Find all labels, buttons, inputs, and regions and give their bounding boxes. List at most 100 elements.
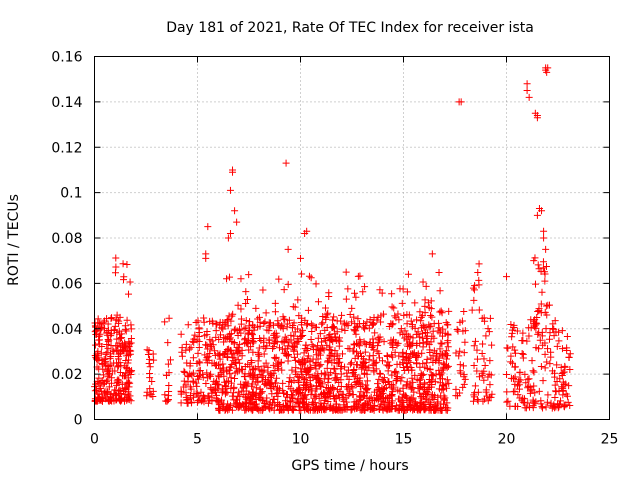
data-point	[507, 352, 515, 360]
data-point	[367, 405, 375, 413]
data-point	[295, 373, 303, 381]
data-point	[218, 396, 226, 404]
data-point	[455, 352, 463, 360]
data-point	[482, 386, 490, 394]
data-point	[242, 288, 250, 296]
data-point	[311, 399, 319, 407]
data-point	[206, 336, 214, 344]
data-point	[377, 318, 385, 326]
data-point	[203, 331, 211, 339]
data-point	[374, 313, 382, 321]
data-point	[247, 395, 255, 403]
data-point	[346, 360, 354, 368]
data-point	[557, 363, 565, 371]
data-point	[237, 315, 245, 323]
data-point	[365, 324, 373, 332]
data-point	[546, 329, 554, 337]
data-point	[190, 338, 198, 346]
data-point	[443, 384, 451, 392]
data-point	[98, 343, 106, 351]
data-point	[278, 366, 286, 374]
data-point	[266, 405, 274, 413]
data-point	[401, 327, 409, 335]
data-point	[278, 322, 286, 330]
data-point	[270, 354, 278, 362]
data-point	[215, 351, 223, 359]
data-point	[285, 377, 293, 385]
data-point	[442, 404, 450, 412]
data-point	[352, 293, 360, 301]
data-point	[248, 330, 256, 338]
data-point	[479, 340, 487, 348]
data-point	[427, 338, 435, 346]
data-point	[322, 304, 330, 312]
data-point	[186, 359, 194, 367]
data-point	[107, 379, 115, 387]
data-point	[445, 307, 453, 315]
data-point	[524, 384, 532, 392]
data-point	[341, 363, 349, 371]
data-point	[250, 323, 258, 331]
data-point	[315, 349, 323, 357]
data-point	[242, 317, 250, 325]
data-point	[478, 350, 486, 358]
y-tick-label: 0.16	[51, 50, 82, 66]
data-point	[311, 406, 319, 414]
data-point	[511, 387, 519, 395]
data-point	[542, 245, 550, 253]
data-point	[544, 301, 552, 309]
data-point	[376, 406, 384, 414]
data-point	[249, 339, 257, 347]
data-point	[203, 369, 211, 377]
data-point	[406, 402, 414, 410]
data-point	[288, 366, 296, 374]
data-point	[350, 373, 358, 381]
data-point	[523, 337, 531, 345]
data-point	[262, 309, 270, 317]
data-point	[227, 317, 235, 325]
data-point	[338, 325, 346, 333]
data-point	[311, 372, 319, 380]
data-point	[436, 404, 444, 412]
data-point	[121, 385, 129, 393]
data-point	[475, 373, 483, 381]
data-point	[326, 352, 334, 360]
data-point	[307, 390, 315, 398]
data-point	[104, 365, 112, 373]
data-point	[375, 405, 383, 413]
data-point	[280, 389, 288, 397]
data-point	[236, 340, 244, 348]
data-point	[275, 275, 283, 283]
data-point	[229, 389, 237, 397]
data-point	[146, 370, 154, 378]
data-point	[384, 362, 392, 370]
data-point	[314, 298, 322, 306]
data-point	[425, 404, 433, 412]
data-point	[344, 285, 352, 293]
data-point	[249, 401, 257, 409]
data-point	[218, 324, 226, 332]
data-point	[337, 365, 345, 373]
data-point	[371, 401, 379, 409]
data-point	[429, 327, 437, 335]
data-point	[113, 311, 121, 319]
data-point	[307, 320, 315, 328]
data-point	[228, 350, 236, 358]
data-point	[484, 325, 492, 333]
data-point	[116, 396, 124, 404]
data-point	[416, 308, 424, 316]
data-point	[475, 276, 483, 284]
data-point	[366, 316, 374, 324]
data-point	[532, 280, 540, 288]
data-point	[285, 316, 293, 324]
data-point	[235, 402, 243, 410]
data-point	[421, 401, 429, 409]
data-point	[503, 371, 511, 379]
data-point	[200, 314, 208, 322]
data-point	[178, 352, 186, 360]
data-point	[468, 306, 476, 314]
data-point	[538, 288, 546, 296]
data-point	[511, 363, 519, 371]
data-point	[325, 289, 333, 297]
data-point	[192, 319, 200, 327]
